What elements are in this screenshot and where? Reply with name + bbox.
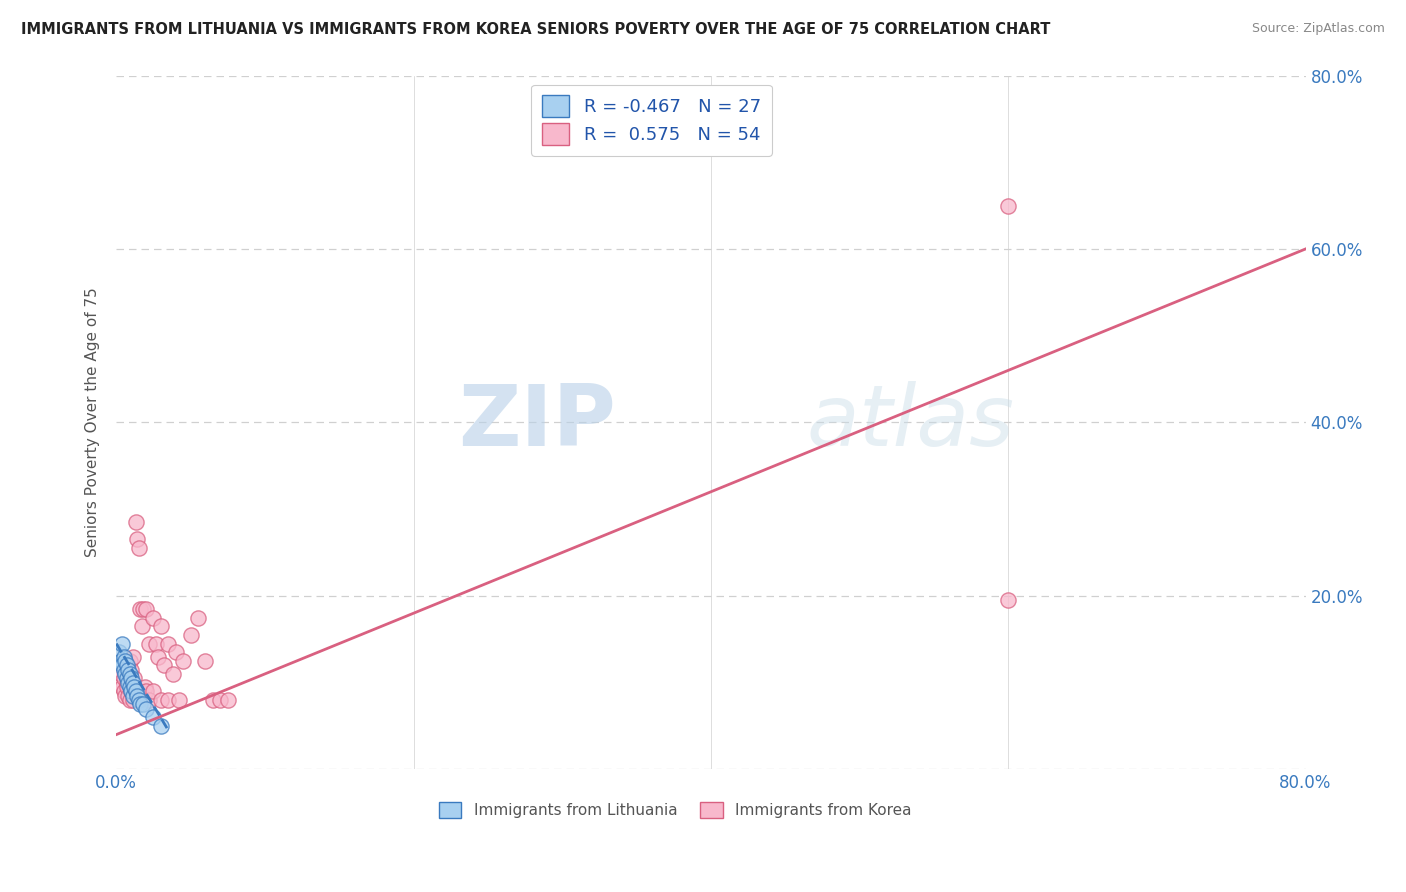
Point [117, 689, 139, 703]
Legend: Immigrants from Lithuania, Immigrants from Korea: Immigrants from Lithuania, Immigrants fr… [433, 796, 918, 824]
Point [135, 684, 157, 698]
Point [111, 680, 134, 694]
Point [122, 671, 145, 685]
Point [114, 667, 136, 681]
Point [132, 602, 155, 616]
Point [114, 654, 136, 668]
Point [209, 693, 232, 707]
Point [165, 645, 187, 659]
Point [129, 602, 152, 616]
Point [125, 689, 148, 703]
Point [128, 693, 150, 707]
Point [131, 619, 153, 633]
Point [128, 684, 150, 698]
Point [117, 658, 139, 673]
Point [172, 654, 194, 668]
Point [124, 684, 146, 698]
Point [135, 701, 157, 715]
Point [118, 680, 141, 694]
Point [120, 684, 142, 698]
Point [157, 636, 180, 650]
Text: ZIP: ZIP [458, 381, 616, 464]
Point [149, 693, 172, 707]
Point [118, 693, 141, 707]
Point [217, 693, 239, 707]
Point [118, 654, 141, 668]
Point [110, 654, 132, 668]
Point [111, 658, 134, 673]
Point [115, 658, 138, 673]
Text: IMMIGRANTS FROM LITHUANIA VS IMMIGRANTS FROM KOREA SENIORS POVERTY OVER THE AGE : IMMIGRANTS FROM LITHUANIA VS IMMIGRANTS … [21, 22, 1050, 37]
Point [201, 693, 224, 707]
Point [124, 515, 146, 529]
Y-axis label: Seniors Poverty Over the Age of 75: Seniors Poverty Over the Age of 75 [86, 287, 100, 558]
Point [167, 693, 190, 707]
Point [121, 689, 143, 703]
Point [138, 693, 160, 707]
Point [145, 636, 167, 650]
Point [112, 684, 135, 698]
Point [118, 667, 141, 681]
Point [121, 675, 143, 690]
Text: atlas: atlas [806, 381, 1014, 464]
Point [122, 680, 145, 694]
Point [120, 684, 142, 698]
Point [124, 684, 146, 698]
Point [114, 663, 136, 677]
Point [115, 675, 138, 690]
Point [142, 610, 165, 624]
Point [194, 654, 217, 668]
Point [149, 619, 172, 633]
Point [149, 719, 172, 733]
Point [120, 663, 142, 677]
Point [142, 710, 165, 724]
Point [112, 671, 135, 685]
Point [108, 675, 131, 690]
Point [134, 680, 156, 694]
Text: Source: ZipAtlas.com: Source: ZipAtlas.com [1251, 22, 1385, 36]
Point [121, 649, 143, 664]
Point [997, 593, 1019, 607]
Point [120, 671, 142, 685]
Point [132, 698, 155, 712]
Point [115, 680, 138, 694]
Point [117, 663, 139, 677]
Point [121, 693, 143, 707]
Point [146, 649, 169, 664]
Point [117, 675, 139, 690]
Point [135, 602, 157, 616]
Point [187, 610, 209, 624]
Point [138, 636, 160, 650]
Point [129, 698, 152, 712]
Point [129, 684, 152, 698]
Point [111, 636, 134, 650]
Point [142, 684, 165, 698]
Point [125, 533, 148, 547]
Point [115, 671, 138, 685]
Point [180, 628, 202, 642]
Point [112, 649, 135, 664]
Point [128, 541, 150, 556]
Point [112, 663, 135, 677]
Point [108, 645, 131, 659]
Point [153, 658, 176, 673]
Point [114, 689, 136, 703]
Point [110, 667, 132, 681]
Point [157, 693, 180, 707]
Point [122, 680, 145, 694]
Point [997, 198, 1019, 212]
Point [162, 667, 184, 681]
